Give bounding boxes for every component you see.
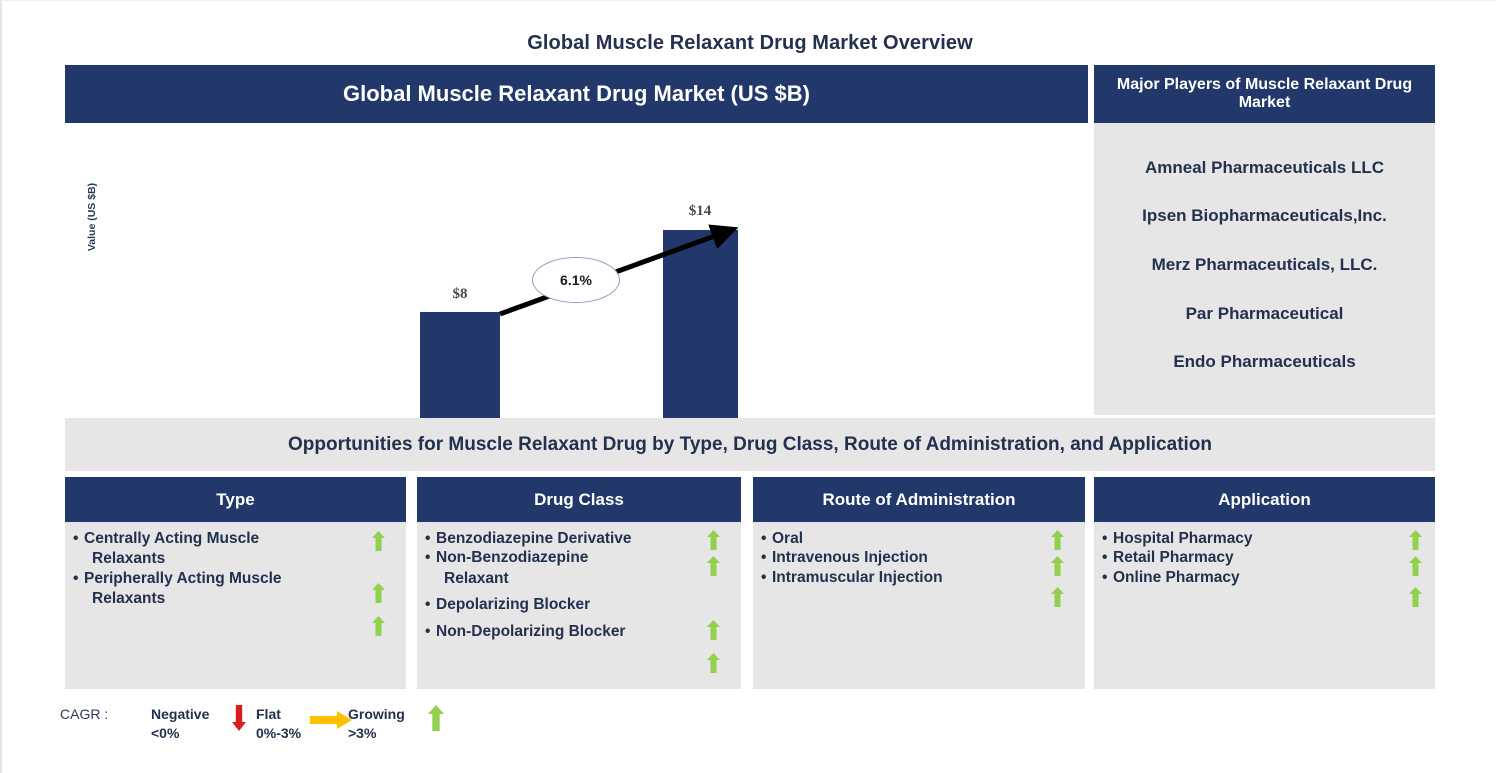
legend-entry-growing: Growing >3% <box>348 705 405 743</box>
list-item-label-cont: Relaxants <box>92 550 166 568</box>
page-title: Global Muscle Relaxant Drug Market Overv… <box>527 32 973 54</box>
list-item-label: Benzodiazepine Derivative <box>436 530 632 547</box>
category-body-route: • Oral • Intravenous Injection • Intramuscu… <box>753 522 1085 697</box>
arrow-up-icon <box>1051 556 1064 576</box>
bullet-icon: • <box>73 569 79 587</box>
list-item: • Non-Depolarizing Blocker <box>417 623 741 641</box>
list-item-label: Depolarizing Blocker <box>436 595 591 613</box>
category-column-application: Application • Hospital Pharmacy • Retail P… <box>1094 477 1435 689</box>
category-body-application: • Hospital Pharmacy • Retail Pharmacy • Onl… <box>1094 522 1435 697</box>
list-item-label-cont: Relaxant <box>444 569 509 587</box>
arrow-up-icon <box>1409 530 1422 550</box>
arrow-up-icon <box>1409 556 1422 576</box>
bullet-icon: • <box>73 530 79 547</box>
legend-label-growing: Growing <box>348 706 405 722</box>
legend-range-negative: <0% <box>151 724 180 741</box>
category-header-type: Type <box>65 477 406 522</box>
bullet-icon: • <box>425 595 431 613</box>
list-item: • Benzodiazepine Derivative <box>417 530 741 548</box>
list-item-label: Intravenous Injection <box>772 549 928 567</box>
list-item-label: Intramuscular Injection <box>772 568 943 586</box>
list-item: • Online Pharmacy <box>1094 569 1435 587</box>
legend-label-flat: Flat <box>256 706 281 722</box>
list-item-label: Non-Depolarizing Blocker <box>436 623 626 641</box>
list-item: Par Pharmaceutical <box>1185 303 1344 323</box>
list-item-label-cont: Relaxants <box>92 589 166 607</box>
bullet-icon: • <box>761 549 767 567</box>
arrow-up-icon <box>428 705 444 731</box>
arrow-up-icon <box>707 530 720 550</box>
arrow-up-icon <box>707 620 720 640</box>
list-item: • Oral <box>753 530 1085 548</box>
list-item-label: Online Pharmacy <box>1113 568 1240 586</box>
list-item: • Peripherally Acting Muscle Relaxants <box>65 570 406 609</box>
arrow-up-icon <box>1051 530 1064 550</box>
chart-y-axis-label: Value (US $B) <box>86 182 98 252</box>
list-item: • Intramuscular Injection <box>753 569 1085 587</box>
list-item-label: Hospital Pharmacy <box>1113 530 1253 547</box>
arrow-right-icon <box>310 711 352 729</box>
list-item-label: Centrally Acting Muscle <box>84 530 260 547</box>
list-item-label: Peripherally Acting Muscle <box>84 569 282 587</box>
cagr-legend-title: CAGR : <box>60 706 109 722</box>
chart-header-title: Global Muscle Relaxant Drug Market (US $… <box>65 65 1088 123</box>
arrow-up-icon <box>707 556 720 576</box>
list-item: • Centrally Acting Muscle Relaxants <box>65 530 406 569</box>
legend-range-flat: 0%-3% <box>256 724 302 741</box>
bullet-icon: • <box>1102 568 1108 586</box>
arrow-up-icon <box>372 616 385 636</box>
chart-plot-area: Value (US $B) $8 $14 2026 2035 <box>65 123 1088 467</box>
list-item: • Intravenous Injection <box>753 549 1085 567</box>
list-item: • Retail Pharmacy <box>1094 549 1435 567</box>
arrow-up-icon <box>372 531 385 551</box>
list-item: • Depolarizing Blocker <box>417 596 741 614</box>
category-header-route: Route of Administration <box>753 477 1085 522</box>
bullet-icon: • <box>761 568 767 586</box>
bullet-icon: • <box>761 530 767 547</box>
major-players-list: Amneal Pharmaceuticals LLC Ipsen Biophar… <box>1094 123 1435 415</box>
bar-2035 <box>663 230 738 423</box>
cagr-callout: 6.1% <box>532 257 620 303</box>
list-item: Amneal Pharmaceuticals LLC <box>1144 157 1385 177</box>
category-header-application: Application <box>1094 477 1435 522</box>
category-column-route-of-administration: Route of Administration • Oral • Intraveno… <box>753 477 1085 689</box>
legend-entry-flat: Flat 0%-3% <box>256 705 301 743</box>
major-players-panel: Major Players of Muscle Relaxant Drug Ma… <box>1094 65 1435 415</box>
bullet-icon: • <box>425 549 431 567</box>
legend-label-negative: Negative <box>151 706 210 722</box>
market-chart-panel: Global Muscle Relaxant Drug Market (US $… <box>65 65 1088 467</box>
legend-entry-negative: Negative <0% <box>151 705 209 743</box>
list-item: Merz Pharmaceuticals, LLC. <box>1151 254 1378 274</box>
category-header-drug-class: Drug Class <box>417 477 741 522</box>
arrow-up-icon <box>1051 587 1064 607</box>
arrow-down-icon <box>232 705 246 731</box>
bullet-icon: • <box>1102 549 1108 567</box>
category-column-type: Type • Centrally Acting Muscle Relaxants … <box>65 477 406 689</box>
bullet-icon: • <box>425 623 431 641</box>
opportunities-band-title: Opportunities for Muscle Relaxant Drug b… <box>65 418 1435 471</box>
list-item: Ipsen Biopharmaceuticals,Inc. <box>1142 206 1387 226</box>
bullet-icon: • <box>1102 530 1108 547</box>
list-item: • Non-Benzodiazepine Relaxant <box>417 549 741 588</box>
arrow-up-icon <box>707 653 720 673</box>
cagr-legend: CAGR : Negative <0% Flat 0%-3% Growing >… <box>60 701 580 757</box>
category-body-type: • Centrally Acting Muscle Relaxants • Peri… <box>65 522 406 697</box>
arrow-up-icon <box>1409 587 1422 607</box>
arrow-up-icon <box>372 583 385 603</box>
list-item-label: Non-Benzodiazepine <box>436 549 589 567</box>
category-body-drug-class: • Benzodiazepine Derivative • Non-Benzodia… <box>417 522 741 697</box>
bar-value-2026: $8 <box>452 286 468 302</box>
category-column-drug-class: Drug Class • Benzodiazepine Derivative • N… <box>417 477 741 689</box>
list-item: Endo Pharmaceuticals <box>1173 352 1356 372</box>
bullet-icon: • <box>425 530 431 547</box>
major-players-header: Major Players of Muscle Relaxant Drug Ma… <box>1094 65 1435 123</box>
list-item-label: Retail Pharmacy <box>1113 549 1234 567</box>
bar-2026 <box>420 312 500 423</box>
bar-value-2035: $14 <box>688 203 712 219</box>
cagr-value: 6.1% <box>560 272 592 288</box>
list-item-label: Oral <box>772 530 804 547</box>
list-item: • Hospital Pharmacy <box>1094 530 1435 548</box>
legend-range-growing: >3% <box>348 724 377 741</box>
